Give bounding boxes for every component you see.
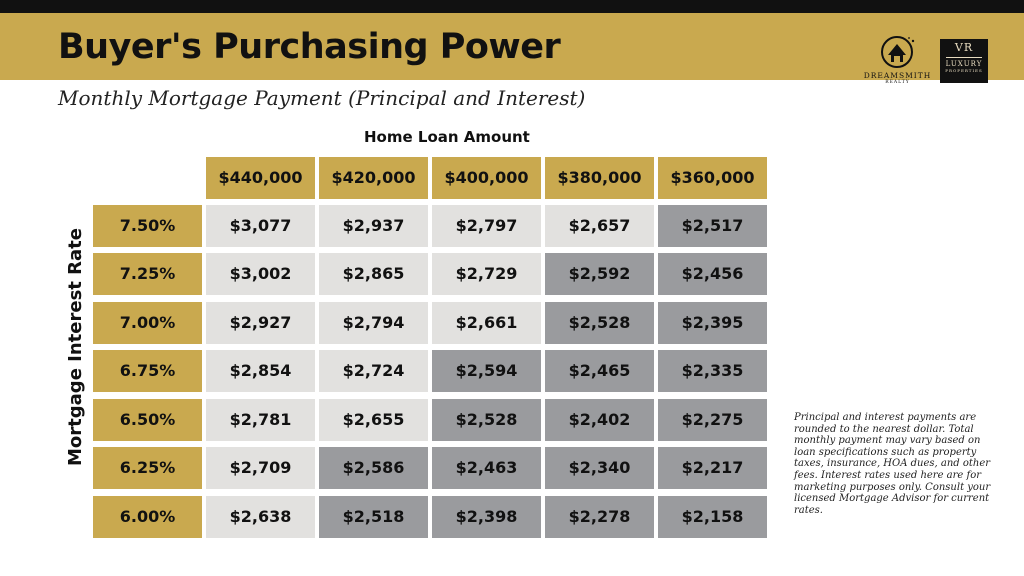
logo-sub: REALTY (885, 80, 910, 85)
rate-label: 6.00% (93, 496, 202, 538)
column-header: $360,000 (658, 157, 767, 199)
vr-luxury-logo: VR LUXURY PROPERTIES (940, 39, 988, 83)
column-header: $440,000 (206, 157, 315, 199)
logo-properties: PROPERTIES (945, 68, 983, 73)
payment-cell: $2,463 (432, 447, 541, 489)
rate-label: 6.75% (93, 350, 202, 392)
payment-cell: $2,402 (545, 399, 654, 441)
payment-cell: $2,586 (319, 447, 428, 489)
logo-luxury: LUXURY (945, 60, 983, 68)
column-axis-label: Home Loan Amount (364, 128, 530, 146)
payment-cell: $2,781 (206, 399, 315, 441)
payment-cell: $3,077 (206, 205, 315, 247)
dreamsmith-logo: DREAMSMITH REALTY (860, 35, 935, 91)
payment-cell: $2,657 (545, 205, 654, 247)
rate-label: 7.00% (93, 302, 202, 344)
payment-cell: $2,335 (658, 350, 767, 392)
payment-cell: $2,456 (658, 253, 767, 295)
payment-cell: $2,937 (319, 205, 428, 247)
logo-monogram: VR (954, 41, 974, 54)
logo-name: DREAMSMITH (863, 71, 932, 80)
payment-cell: $2,395 (658, 302, 767, 344)
header-band: Buyer's Purchasing Power DREAMSMITH REAL… (0, 13, 1024, 85)
payment-cell: $2,729 (432, 253, 541, 295)
logo-rule (946, 57, 982, 58)
payment-cell: $2,517 (658, 205, 767, 247)
payment-cell: $2,465 (545, 350, 654, 392)
payment-cell: $2,709 (206, 447, 315, 489)
rate-label: 6.25% (93, 447, 202, 489)
payment-cell: $2,528 (545, 302, 654, 344)
payment-cell: $2,398 (432, 496, 541, 538)
disclaimer-text: Principal and interest payments are roun… (794, 412, 991, 516)
payment-cell: $2,528 (432, 399, 541, 441)
page-subtitle: Monthly Mortgage Payment (Principal and … (58, 86, 586, 110)
payment-cell: $2,594 (432, 350, 541, 392)
payment-cell: $2,518 (319, 496, 428, 538)
payment-cell: $2,797 (432, 205, 541, 247)
payment-cell: $2,655 (319, 399, 428, 441)
payment-cell: $2,275 (658, 399, 767, 441)
rate-label: 7.25% (93, 253, 202, 295)
top-bar (0, 0, 1024, 13)
column-header: $400,000 (432, 157, 541, 199)
column-header: $420,000 (319, 157, 428, 199)
payment-cell: $2,278 (545, 496, 654, 538)
payment-cell: $2,794 (319, 302, 428, 344)
rate-label: 6.50% (93, 399, 202, 441)
payment-cell: $2,158 (658, 496, 767, 538)
rate-label: 7.50% (93, 205, 202, 247)
payment-cell: $2,854 (206, 350, 315, 392)
payment-cell: $2,217 (658, 447, 767, 489)
payment-cell: $2,638 (206, 496, 315, 538)
page-title: Buyer's Purchasing Power (58, 27, 561, 67)
payment-cell: $2,927 (206, 302, 315, 344)
payment-cell: $3,002 (206, 253, 315, 295)
column-header: $380,000 (545, 157, 654, 199)
payment-cell: $2,340 (545, 447, 654, 489)
payment-cell: $2,865 (319, 253, 428, 295)
house-icon (880, 36, 914, 68)
row-axis-label: Mortgage Interest Rate (65, 228, 86, 466)
payment-cell: $2,661 (432, 302, 541, 344)
payment-cell: $2,724 (319, 350, 428, 392)
payment-cell: $2,592 (545, 253, 654, 295)
